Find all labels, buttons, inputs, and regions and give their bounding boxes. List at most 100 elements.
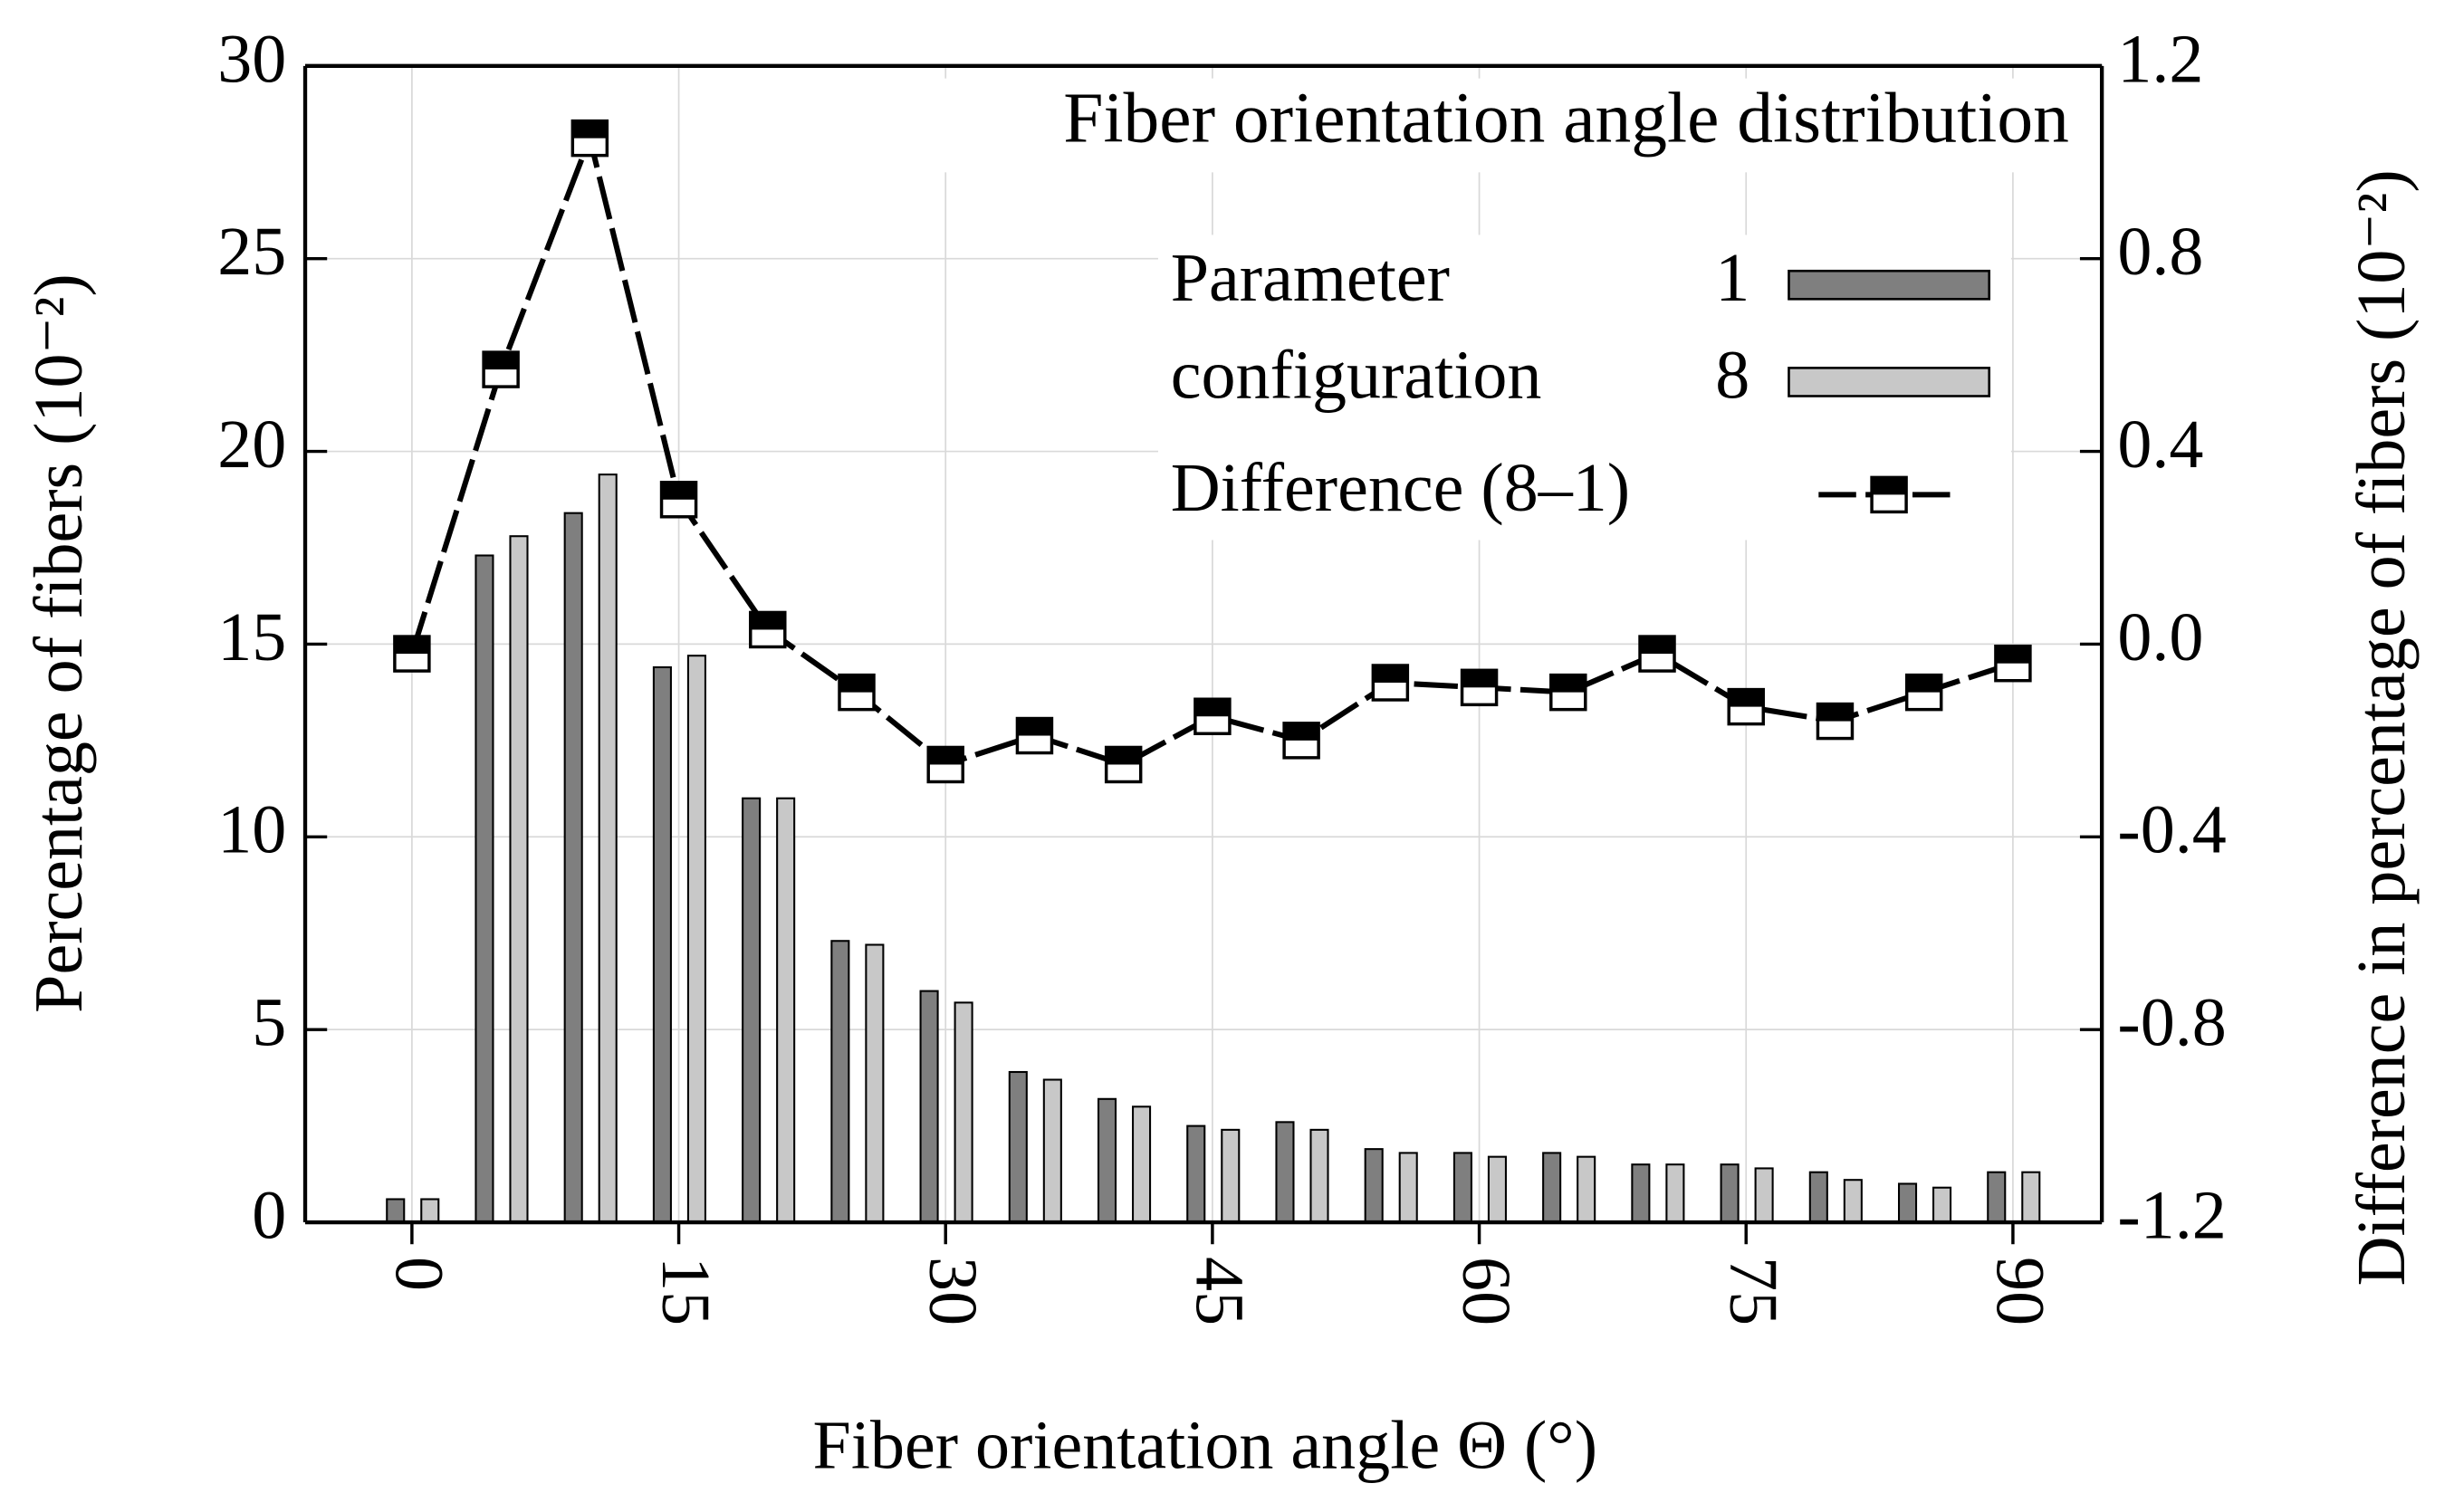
- marker: [1549, 673, 1587, 712]
- marker: [659, 481, 698, 519]
- y2-tick-label: 0.0: [2117, 599, 2203, 675]
- y-tick-label: 25: [217, 214, 286, 290]
- bar: [1186, 1124, 1206, 1224]
- x-tick-label: 90: [1981, 1257, 2057, 1325]
- marker-top: [1462, 670, 1497, 688]
- bar: [1042, 1078, 1062, 1224]
- marker: [1371, 664, 1410, 702]
- bar: [776, 797, 796, 1224]
- bar: [475, 554, 494, 1224]
- bar: [1720, 1163, 1740, 1224]
- legend-title: Parameter: [1171, 240, 1450, 316]
- y2-tick-label: 0.4: [2117, 407, 2203, 483]
- y-axis-label: Percentage of fibers (10⁻²): [21, 273, 97, 1013]
- bar: [1932, 1186, 1952, 1224]
- marker: [1727, 687, 1765, 726]
- title-background: [790, 78, 2090, 173]
- y-tick-label: 5: [252, 985, 286, 1061]
- bar: [954, 1001, 973, 1224]
- bar: [1542, 1152, 1562, 1224]
- marker: [1015, 716, 1054, 755]
- marker-top: [1106, 747, 1141, 765]
- marker-top: [1284, 723, 1319, 741]
- y-tick-label: 15: [217, 599, 286, 675]
- bar: [1097, 1097, 1117, 1224]
- legend-swatch: [1788, 367, 1990, 397]
- x-axis-label: Fiber orientation angle Θ (°): [813, 1408, 1598, 1484]
- bar: [1487, 1155, 1507, 1224]
- marker-top: [1817, 703, 1853, 722]
- bar: [1309, 1128, 1329, 1224]
- y-tick-label: 0: [252, 1177, 286, 1253]
- marker: [1638, 635, 1676, 673]
- marker-top: [1729, 689, 1764, 707]
- legend-title: configuration: [1171, 337, 1542, 413]
- marker: [1282, 722, 1320, 760]
- marker: [570, 119, 609, 158]
- marker-top: [661, 482, 696, 500]
- marker-top: [1906, 675, 1941, 693]
- legend-label: 1: [1715, 240, 1749, 316]
- bar: [563, 512, 583, 1224]
- legend-label: 8: [1715, 337, 1749, 413]
- bar: [1808, 1171, 1828, 1224]
- marker-top: [1640, 636, 1675, 655]
- chart-title: Fiber orientation angle distribution: [1063, 79, 2069, 158]
- y-tick-label: 30: [217, 21, 286, 97]
- bar: [1665, 1163, 1685, 1224]
- marker: [749, 610, 787, 649]
- marker: [1460, 668, 1499, 707]
- marker-top: [839, 675, 875, 693]
- x-tick-label: 75: [1715, 1257, 1791, 1325]
- marker: [1104, 745, 1143, 784]
- bar: [1631, 1163, 1651, 1224]
- x-tick-label: 30: [915, 1257, 991, 1325]
- marker: [926, 745, 964, 784]
- marker-top: [1872, 477, 1907, 495]
- marker-top: [1194, 699, 1230, 717]
- bar: [1897, 1182, 1918, 1224]
- marker: [393, 635, 431, 673]
- y-tick-label: 20: [217, 407, 286, 483]
- bar: [652, 665, 672, 1224]
- bar: [1577, 1155, 1596, 1224]
- bar: [1132, 1105, 1152, 1224]
- bar: [386, 1198, 406, 1224]
- y-tick-label: 10: [217, 792, 286, 868]
- marker: [1870, 475, 1908, 514]
- y2-tick-label: -0.4: [2117, 792, 2226, 868]
- x-tick-label: 0: [380, 1257, 456, 1291]
- marker: [838, 673, 876, 712]
- bar: [830, 940, 850, 1224]
- bar: [1364, 1148, 1384, 1224]
- marker-top: [1995, 646, 2030, 664]
- marker-top: [1373, 665, 1408, 683]
- x-tick-label: 45: [1181, 1257, 1257, 1325]
- marker: [1994, 644, 2032, 683]
- y2-axis-label: Difference in percentage of fibers (10⁻²…: [2344, 169, 2420, 1286]
- bar: [1754, 1167, 1774, 1224]
- y2-tick-label: -0.8: [2117, 985, 2226, 1061]
- x-tick-label: 60: [1448, 1257, 1524, 1325]
- bar: [686, 655, 706, 1224]
- bar: [1008, 1070, 1028, 1224]
- bar: [509, 535, 529, 1224]
- bar: [420, 1198, 440, 1224]
- marker-top: [1550, 675, 1586, 693]
- bar: [1221, 1128, 1241, 1224]
- marker-top: [1017, 718, 1052, 736]
- bar: [1843, 1179, 1863, 1224]
- bar: [919, 990, 939, 1224]
- legend-label: Difference (8–1): [1171, 450, 1630, 526]
- marker-top: [394, 636, 429, 655]
- x-tick-label: 15: [647, 1257, 724, 1325]
- bar: [865, 943, 885, 1224]
- y2-tick-label: 1.2: [2117, 21, 2203, 97]
- marker: [1816, 702, 1855, 741]
- bar: [598, 474, 618, 1224]
- bar: [1275, 1121, 1295, 1224]
- legend-swatch: [1788, 269, 1990, 301]
- bar: [1452, 1152, 1472, 1224]
